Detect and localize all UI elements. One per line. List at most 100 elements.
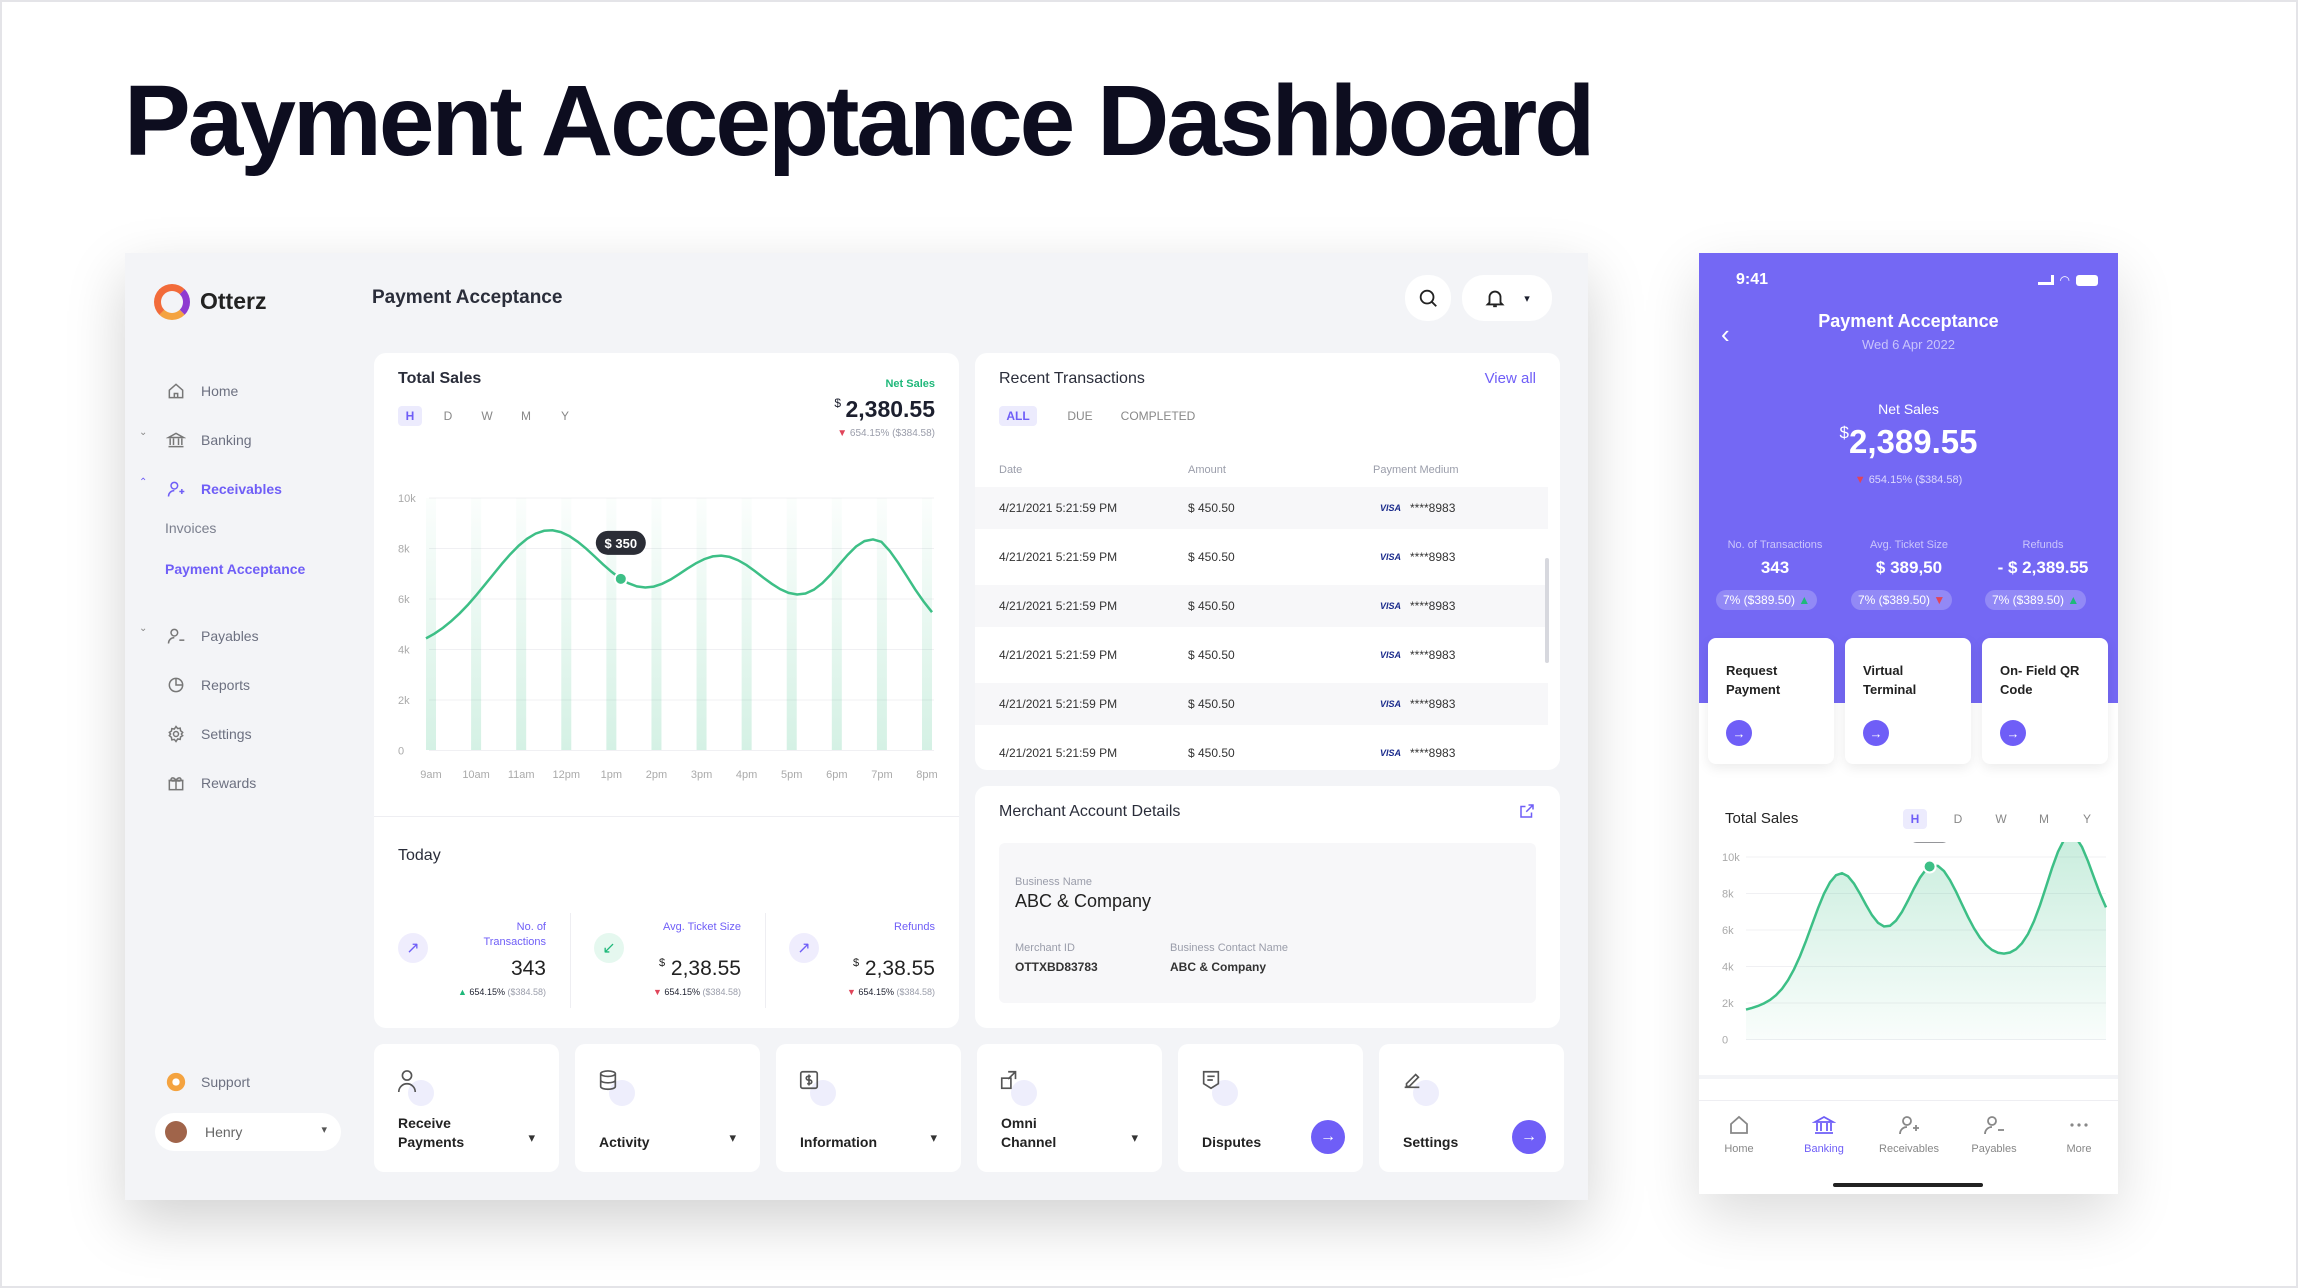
arrow-right-icon[interactable]: → [1512, 1120, 1546, 1154]
sidebar-item-payables[interactable]: Payables [165, 624, 259, 648]
table-row[interactable]: 4/21/2021 5:21:59 PM $ 450.50 VISA ****8… [999, 648, 1456, 662]
tab-h[interactable]: H [1903, 809, 1927, 829]
column-header-payment-medium: Payment Medium [1373, 464, 1459, 476]
change-text: 654.15% ($384.58) [849, 428, 935, 439]
mobile-header [1699, 253, 2118, 703]
chevron-down-icon[interactable]: ⌄ [139, 623, 148, 634]
table-row[interactable]: 4/21/2021 5:21:59 PM $ 450.50 VISA ****8… [975, 487, 1548, 529]
activity-tile[interactable]: Activity ▾ [575, 1044, 760, 1172]
y-tick-label: 2k [1722, 998, 1734, 1010]
receivables-icon [165, 478, 187, 500]
search-button[interactable] [1405, 275, 1451, 321]
sidebar-item-banking[interactable]: Banking [165, 428, 252, 452]
external-link-icon[interactable] [1518, 802, 1536, 825]
divider [1699, 1075, 2118, 1079]
database-icon [597, 1068, 635, 1106]
tab-m[interactable]: M [521, 409, 531, 423]
sidebar-item-label: Settings [201, 726, 252, 742]
tab-completed[interactable]: COMPLETED [1120, 409, 1196, 423]
table-row[interactable]: 4/21/2021 5:21:59 PM $ 450.50 VISA ****8… [999, 746, 1456, 760]
tile-label: Settings [1403, 1134, 1459, 1150]
mobile-stat-pill: 7% ($389.50) ▼ [1851, 590, 1953, 610]
back-chevron-icon[interactable]: ‹ [1721, 319, 1730, 349]
arrow-right-icon[interactable]: → [1311, 1120, 1345, 1154]
tab-y[interactable]: Y [560, 409, 569, 423]
sidebar-item-support[interactable]: Support [165, 1070, 250, 1094]
view-all-link[interactable]: View all [1484, 370, 1536, 387]
merchant-title: Merchant Account Details [999, 803, 1181, 820]
y-tick-label: 4k [1722, 962, 1734, 974]
tab-y[interactable]: Y [2082, 812, 2091, 826]
omni-channel-tile[interactable]: Omni Channel ▾ [977, 1044, 1162, 1172]
chevron-up-icon[interactable]: ⌃ [139, 477, 148, 488]
qr-code-card[interactable]: On- Field QR Code → [1982, 638, 2108, 764]
merchant-id: OTTXBD83783 [1015, 960, 1098, 974]
x-tick-label: 2pm [646, 769, 667, 781]
reports-icon [165, 674, 187, 696]
slide-title: Payment Acceptance Dashboard [124, 65, 1595, 177]
sidebar-item-receivables[interactable]: Receivables [165, 477, 282, 501]
transactions-title: Recent Transactions [999, 370, 1145, 387]
sidebar-item-settings[interactable]: Settings [165, 722, 252, 746]
user-menu[interactable]: Henry ▾ [155, 1113, 341, 1151]
x-tick-label: 11am [508, 769, 535, 781]
table-row[interactable]: 4/21/2021 5:21:59 PM $ 450.50 VISA ****8… [975, 683, 1548, 725]
sidebar-subitem-payment-acceptance[interactable]: Payment Acceptance [165, 561, 306, 577]
tab-m[interactable]: M [2039, 812, 2049, 826]
arrow-right-icon: → [1863, 720, 1889, 746]
nav-banking[interactable]: Banking [1789, 1113, 1859, 1155]
receive-payments-tile[interactable]: Receive Payments ▾ [374, 1044, 559, 1172]
information-tile[interactable]: Information ▾ [776, 1044, 961, 1172]
nav-more[interactable]: More [2044, 1113, 2114, 1155]
sidebar-item-rewards[interactable]: Rewards [165, 771, 256, 795]
x-tick-label: 9am [420, 769, 441, 781]
sidebar-item-reports[interactable]: Reports [165, 673, 250, 697]
table-row[interactable]: 4/21/2021 5:21:59 PM $ 450.50 VISA ****8… [999, 550, 1456, 564]
chevron-down-icon: ▾ [930, 1130, 937, 1145]
stat-change: ▼ 654.15% ($384.58) [846, 987, 935, 997]
payables-icon [165, 625, 187, 647]
net-sales-label: Net Sales [885, 378, 935, 390]
x-tick-label: 3pm [691, 769, 712, 781]
tab-d[interactable]: D [1953, 812, 1963, 826]
contact-name: ABC & Company [1170, 960, 1267, 974]
nav-home[interactable]: Home [1704, 1113, 1774, 1155]
x-tick-label: 6pm [826, 769, 847, 781]
tile-label: Disputes [1202, 1134, 1262, 1150]
dispute-icon [1200, 1068, 1238, 1106]
merchant-account-card: Merchant Account Details Business Name A… [975, 786, 1560, 1028]
sidebar-item-home[interactable]: Home [165, 379, 238, 403]
tab-w[interactable]: W [481, 409, 493, 423]
disputes-tile[interactable]: Disputes → [1178, 1044, 1363, 1172]
tab-w[interactable]: W [1995, 812, 2007, 826]
notifications-button[interactable]: ▾ [1462, 275, 1552, 321]
chevron-down-icon[interactable]: ⌄ [139, 427, 148, 438]
user-icon [396, 1068, 434, 1106]
x-tick-label: 5pm [781, 769, 802, 781]
request-payment-card[interactable]: Request Payment → [1708, 638, 1834, 764]
bar [831, 498, 842, 750]
scrollbar[interactable] [1545, 558, 1549, 663]
tile-label: Activity [599, 1134, 650, 1150]
arrow-right-icon: → [2000, 720, 2026, 746]
tab-due[interactable]: DUE [1067, 409, 1093, 423]
merchant-details-box: Business Name ABC & Company Merchant ID … [999, 843, 1536, 1003]
table-row[interactable]: 4/21/2021 5:21:59 PM $ 450.50 VISA ****8… [975, 585, 1548, 627]
stat-label: Refunds [894, 921, 935, 933]
nav-receivables[interactable]: Receivables [1874, 1113, 1944, 1155]
mobile-net-sales-label: Net Sales [1878, 401, 1939, 417]
divider [765, 913, 766, 1008]
x-tick-label: 10am [1807, 1059, 1835, 1060]
tab-h[interactable]: H [398, 406, 422, 426]
settings-tile[interactable]: Settings → [1379, 1044, 1564, 1172]
sidebar-subitem-invoices[interactable]: Invoices [165, 520, 217, 536]
page-title: Payment Acceptance [372, 287, 563, 308]
x-tick-label: 12pm [1947, 1059, 1975, 1060]
tab-d[interactable]: D [443, 409, 453, 423]
nav-payables[interactable]: Payables [1959, 1113, 2029, 1155]
y-tick-label: 6k [1722, 925, 1734, 937]
tab-all[interactable]: ALL [999, 406, 1037, 426]
tile-label: Information [800, 1134, 877, 1150]
virtual-terminal-card[interactable]: Virtual Terminal → [1845, 638, 1971, 764]
